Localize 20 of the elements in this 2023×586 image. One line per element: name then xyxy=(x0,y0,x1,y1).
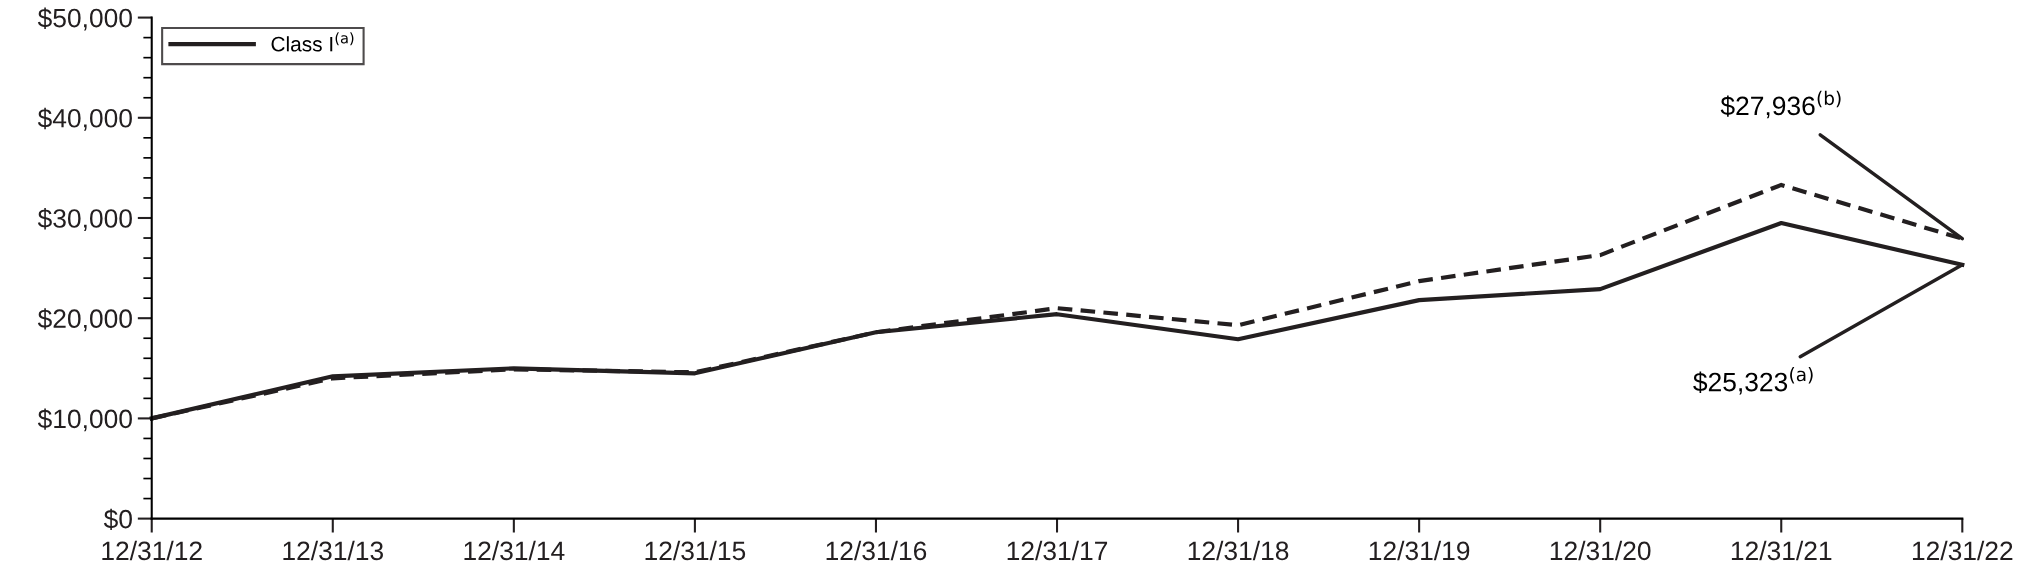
y-tick-label: $20,000 xyxy=(37,308,132,332)
x-tick-label: 12/31/18 xyxy=(1188,540,1289,561)
y-tick-label: $0 xyxy=(103,508,132,530)
x-tick-label: 12/31/14 xyxy=(464,540,565,561)
x-tick-label: 12/31/16 xyxy=(826,540,927,561)
x-tick-label: 12/31/20 xyxy=(1550,540,1651,561)
y-tick-label: $10,000 xyxy=(37,408,132,432)
y-tick-label: $30,000 xyxy=(37,208,132,231)
x-tick-label: 12/31/21 xyxy=(1731,540,1832,561)
x-tick-label: 12/31/17 xyxy=(1007,540,1108,561)
x-tick-label: 12/31/19 xyxy=(1369,540,1470,561)
x-tick-label: 12/31/12 xyxy=(102,540,202,561)
y-tick-label: $40,000 xyxy=(37,107,132,131)
x-tick-label: 12/31/22 xyxy=(1912,540,2013,561)
annotation: $27,936$^{(b)}$ xyxy=(1720,90,1841,119)
x-tick-label: 12/31/15 xyxy=(645,540,746,561)
x-tick-label: 12/31/13 xyxy=(283,540,383,561)
y-tick-label: $50,000 xyxy=(37,7,132,31)
annotation: $25,323$^{(a)}$ xyxy=(1693,367,1813,395)
legend-label: Class I$^{(a)}$ xyxy=(271,32,354,52)
